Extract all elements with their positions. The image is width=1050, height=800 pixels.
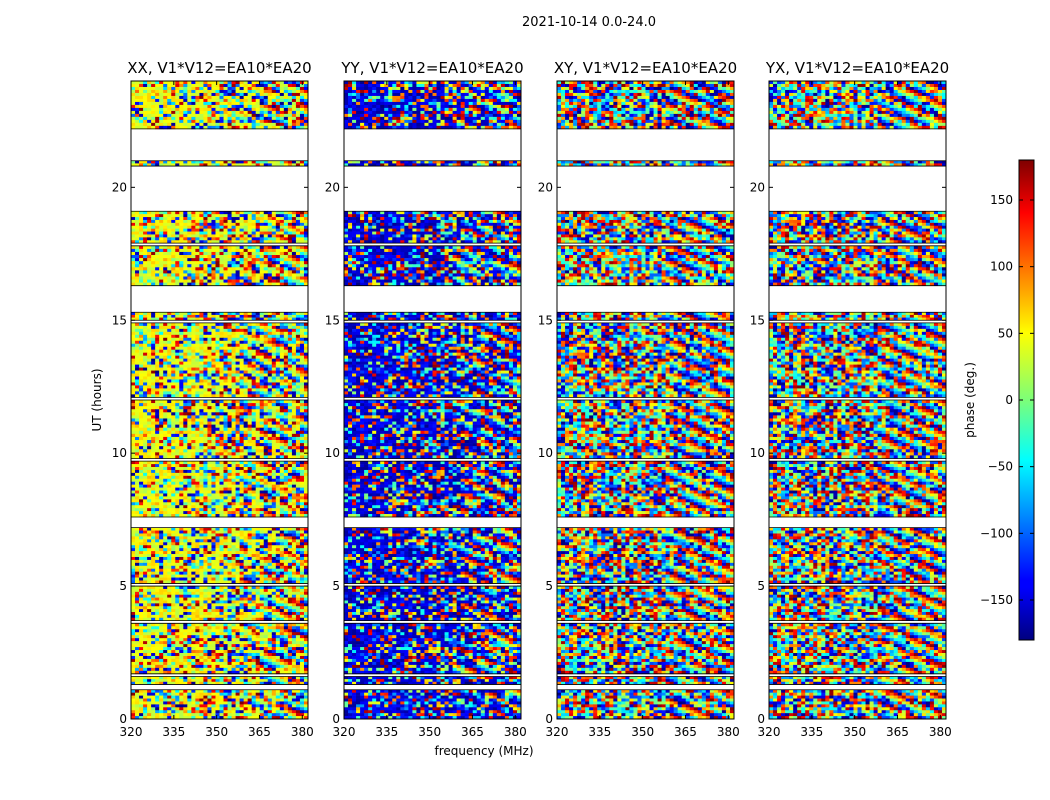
- y-tick-label: 20: [325, 180, 340, 194]
- x-tick-label: 365: [461, 725, 484, 739]
- phase-heatmap: [557, 80, 735, 720]
- panel-frame: [343, 80, 522, 720]
- y-tick-label: 15: [325, 313, 340, 327]
- panel-title: XY, V1*V12=EA10*EA20: [554, 59, 737, 77]
- y-tick-label: 0: [119, 712, 127, 726]
- x-tick-label: 365: [674, 725, 697, 739]
- y-tick-label: 15: [750, 313, 765, 327]
- x-tick-label: 335: [588, 725, 611, 739]
- y-tick-label: 0: [332, 712, 340, 726]
- y-tick-label: 5: [757, 579, 765, 593]
- y-tick-label: 20: [750, 180, 765, 194]
- y-tick-label: 0: [757, 712, 765, 726]
- x-tick-label: 320: [546, 725, 569, 739]
- y-tick-label: 0: [545, 712, 553, 726]
- x-tick-label: 320: [758, 725, 781, 739]
- x-tick-label: 380: [291, 725, 314, 739]
- colorbar-tick-label: 50: [998, 326, 1013, 340]
- phase-heatmap: [344, 80, 522, 720]
- colorbar-tick-label: 100: [990, 260, 1013, 274]
- phase-heatmap: [131, 80, 309, 720]
- colorbar-tick-label: −50: [988, 460, 1013, 474]
- y-tick-label: 20: [538, 180, 553, 194]
- y-tick-label: 15: [538, 313, 553, 327]
- panel-1: YY, V1*V12=EA10*EA20 320 335 350 365 380 0 5 10 1…: [325, 59, 527, 739]
- x-tick-label: 380: [929, 725, 952, 739]
- x-tick-label: 335: [375, 725, 398, 739]
- panels: XX, V1*V12=EA10*EA20 320 335 350 365 380 0 5 10 1…: [112, 59, 952, 739]
- figure-title: 2021-10-14 0.0-24.0: [522, 15, 656, 30]
- panel-title: YY, V1*V12=EA10*EA20: [340, 59, 523, 77]
- panel-title: YX, V1*V12=EA10*EA20: [765, 59, 949, 77]
- colorbar-tick-label: −150: [980, 593, 1013, 607]
- panel-frame: [130, 80, 309, 720]
- y-tick-label: 5: [119, 579, 127, 593]
- colorbar-tick-label: −100: [980, 526, 1013, 540]
- y-axis-label: UT (hours): [90, 368, 104, 431]
- y-tick-label: 15: [112, 313, 127, 327]
- y-tick-label: 10: [112, 446, 127, 460]
- panel-frame: [556, 80, 735, 720]
- panel-3: YX, V1*V12=EA10*EA20 320 335 350 365 380 0 5 10 1…: [750, 59, 952, 739]
- x-tick-label: 350: [631, 725, 654, 739]
- y-tick-label: 5: [332, 579, 340, 593]
- colorbar: phase (deg.) −150 −100 −50 0 50 100 150: [963, 159, 1035, 641]
- y-tick-label: 10: [750, 446, 765, 460]
- phase-heatmap: [769, 80, 947, 720]
- panel-2: XY, V1*V12=EA10*EA20 320 335 350 365 380 0 5 10 1…: [538, 59, 740, 739]
- x-tick-label: 335: [162, 725, 185, 739]
- x-tick-label: 350: [418, 725, 441, 739]
- panel-frame: [768, 80, 947, 720]
- x-axis-label: frequency (MHz): [434, 744, 533, 758]
- panel-0: XX, V1*V12=EA10*EA20 320 335 350 365 380 0 5 10 1…: [112, 59, 314, 739]
- y-tick-label: 5: [545, 579, 553, 593]
- colorbar-tick-label: 0: [1005, 393, 1013, 407]
- x-tick-label: 365: [886, 725, 909, 739]
- x-tick-label: 380: [717, 725, 740, 739]
- x-tick-label: 320: [333, 725, 356, 739]
- x-tick-label: 320: [120, 725, 143, 739]
- x-tick-label: 350: [205, 725, 228, 739]
- colorbar-label: phase (deg.): [963, 362, 977, 438]
- y-tick-label: 10: [538, 446, 553, 460]
- colorbar-tick-label: 150: [990, 193, 1013, 207]
- y-tick-label: 20: [112, 180, 127, 194]
- y-tick-label: 10: [325, 446, 340, 460]
- x-tick-label: 365: [248, 725, 271, 739]
- x-tick-label: 380: [504, 725, 527, 739]
- x-tick-label: 335: [800, 725, 823, 739]
- x-tick-label: 350: [843, 725, 866, 739]
- panel-title: XX, V1*V12=EA10*EA20: [127, 59, 311, 77]
